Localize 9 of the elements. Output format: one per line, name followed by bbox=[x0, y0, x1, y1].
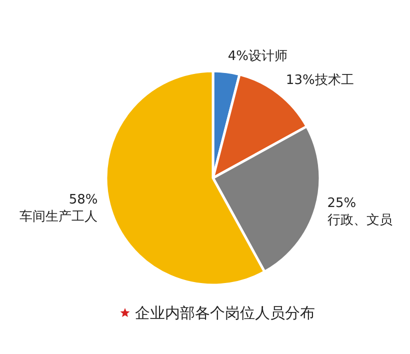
data-label: 25% bbox=[327, 196, 356, 212]
data-label: 4% bbox=[228, 48, 249, 64]
text: 企业内部各个岗位人员分布 bbox=[135, 304, 315, 322]
data-label: 13% bbox=[286, 72, 315, 88]
slice-label: 行政、文员 bbox=[327, 213, 392, 228]
slice-label: 设计师 bbox=[248, 48, 288, 64]
slice-label: 技术工 bbox=[314, 72, 354, 88]
data-label: 58% bbox=[68, 192, 98, 208]
slice-label: 车间生产工人 bbox=[20, 210, 98, 225]
